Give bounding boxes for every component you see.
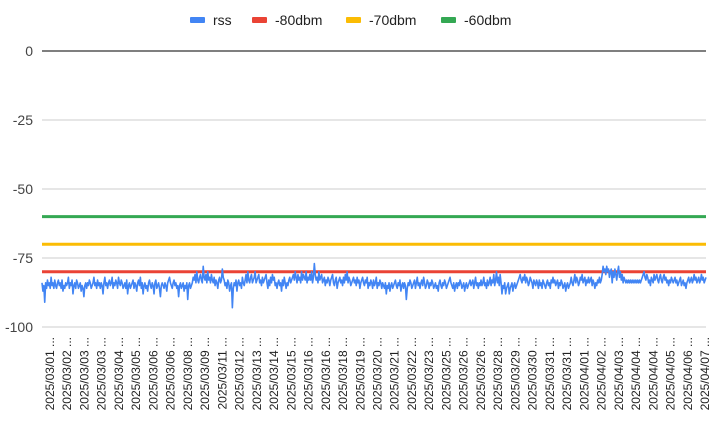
x-tick-label: 2025/03/29 ... <box>508 337 522 410</box>
x-tick-label: 2025/03/25 ... <box>439 337 453 410</box>
x-tick-label: 2025/03/23 ... <box>422 337 436 410</box>
x-tick-label: 2025/03/03 ... <box>77 337 91 410</box>
x-tick-label: 2025/03/13 ... <box>250 337 264 410</box>
x-tick-label: 2025/03/31 ... <box>560 337 574 410</box>
x-tick-label: 2025/04/03 ... <box>612 337 626 410</box>
x-tick-label: 2025/03/28 ... <box>491 337 505 410</box>
x-tick-label: 2025/03/21 ... <box>388 337 402 410</box>
x-tick-label: 2025/03/02 ... <box>60 337 74 410</box>
x-tick-label: 2025/03/04 ... <box>112 337 126 410</box>
x-tick-label: 2025/03/06 ... <box>164 337 178 410</box>
x-tick-label: 2025/03/08 ... <box>181 337 195 410</box>
y-tick-label: -25 <box>13 112 33 128</box>
x-tick-label: 2025/04/04 ... <box>629 337 643 410</box>
x-tick-label: 2025/04/02 ... <box>595 337 609 410</box>
y-tick-label: -50 <box>13 181 33 197</box>
x-axis-tick-labels: 2025/03/01 ... 2025/03/02 ... 2025/03/03 .… <box>43 337 712 410</box>
x-tick-label: 2025/03/30 ... <box>526 337 540 410</box>
legend-label: -70dbm <box>369 12 416 28</box>
legend-swatch <box>190 17 205 23</box>
legend-swatch <box>441 17 456 23</box>
x-tick-label: 2025/04/07 ... <box>698 337 712 410</box>
x-tick-label: 2025/03/22 ... <box>405 337 419 410</box>
x-tick-label: 2025/03/15 ... <box>284 337 298 410</box>
x-tick-label: 2025/03/09 ... <box>198 337 212 410</box>
x-tick-label: 2025/04/06 ... <box>681 337 695 410</box>
x-tick-label: 2025/03/31 ... <box>543 337 557 410</box>
x-tick-label: 2025/03/26 ... <box>457 337 471 410</box>
x-tick-label: 2025/03/05 ... <box>129 337 143 410</box>
y-tick-label: -100 <box>5 319 33 335</box>
y-gridlines <box>42 50 706 328</box>
x-tick-label: 2025/03/06 ... <box>146 337 160 410</box>
legend-label: rss <box>213 12 232 28</box>
x-tick-label: 2025/03/16 ... <box>319 337 333 410</box>
x-tick-label: 2025/03/16 ... <box>302 337 316 410</box>
chart-legend: rss -80dbm -70dbm -60dbm <box>190 12 511 28</box>
x-tick-label: 2025/03/12 ... <box>233 337 247 410</box>
series-lines <box>41 215 707 309</box>
x-tick-label: 2025/04/01 ... <box>577 337 591 410</box>
x-tick-label: 2025/03/14 ... <box>267 337 281 410</box>
legend-label: -80dbm <box>275 12 322 28</box>
x-tick-label: 2025/03/20 ... <box>371 337 385 410</box>
x-tick-label: 2025/03/03 ... <box>95 337 109 410</box>
legend-swatch <box>252 17 267 23</box>
legend-swatch <box>346 17 361 23</box>
series-line-rss <box>41 262 707 309</box>
y-axis-tick-labels: 0 -25 -50 -75 -100 <box>5 43 33 335</box>
x-tick-label: 2025/04/04 ... <box>646 337 660 410</box>
x-tick-label: 2025/03/11 ... <box>215 337 229 410</box>
x-tick-label: 2025/03/18 ... <box>336 337 350 410</box>
y-tick-label: 0 <box>25 43 33 59</box>
x-tick-label: 2025/04/05 ... <box>664 337 678 410</box>
x-tick-label: 2025/03/01 ... <box>43 337 57 410</box>
x-tick-label: 2025/03/19 ... <box>353 337 367 410</box>
legend-label: -60dbm <box>464 12 511 28</box>
y-tick-label: -75 <box>13 250 33 266</box>
x-tick-label: 2025/03/26 ... <box>474 337 488 410</box>
